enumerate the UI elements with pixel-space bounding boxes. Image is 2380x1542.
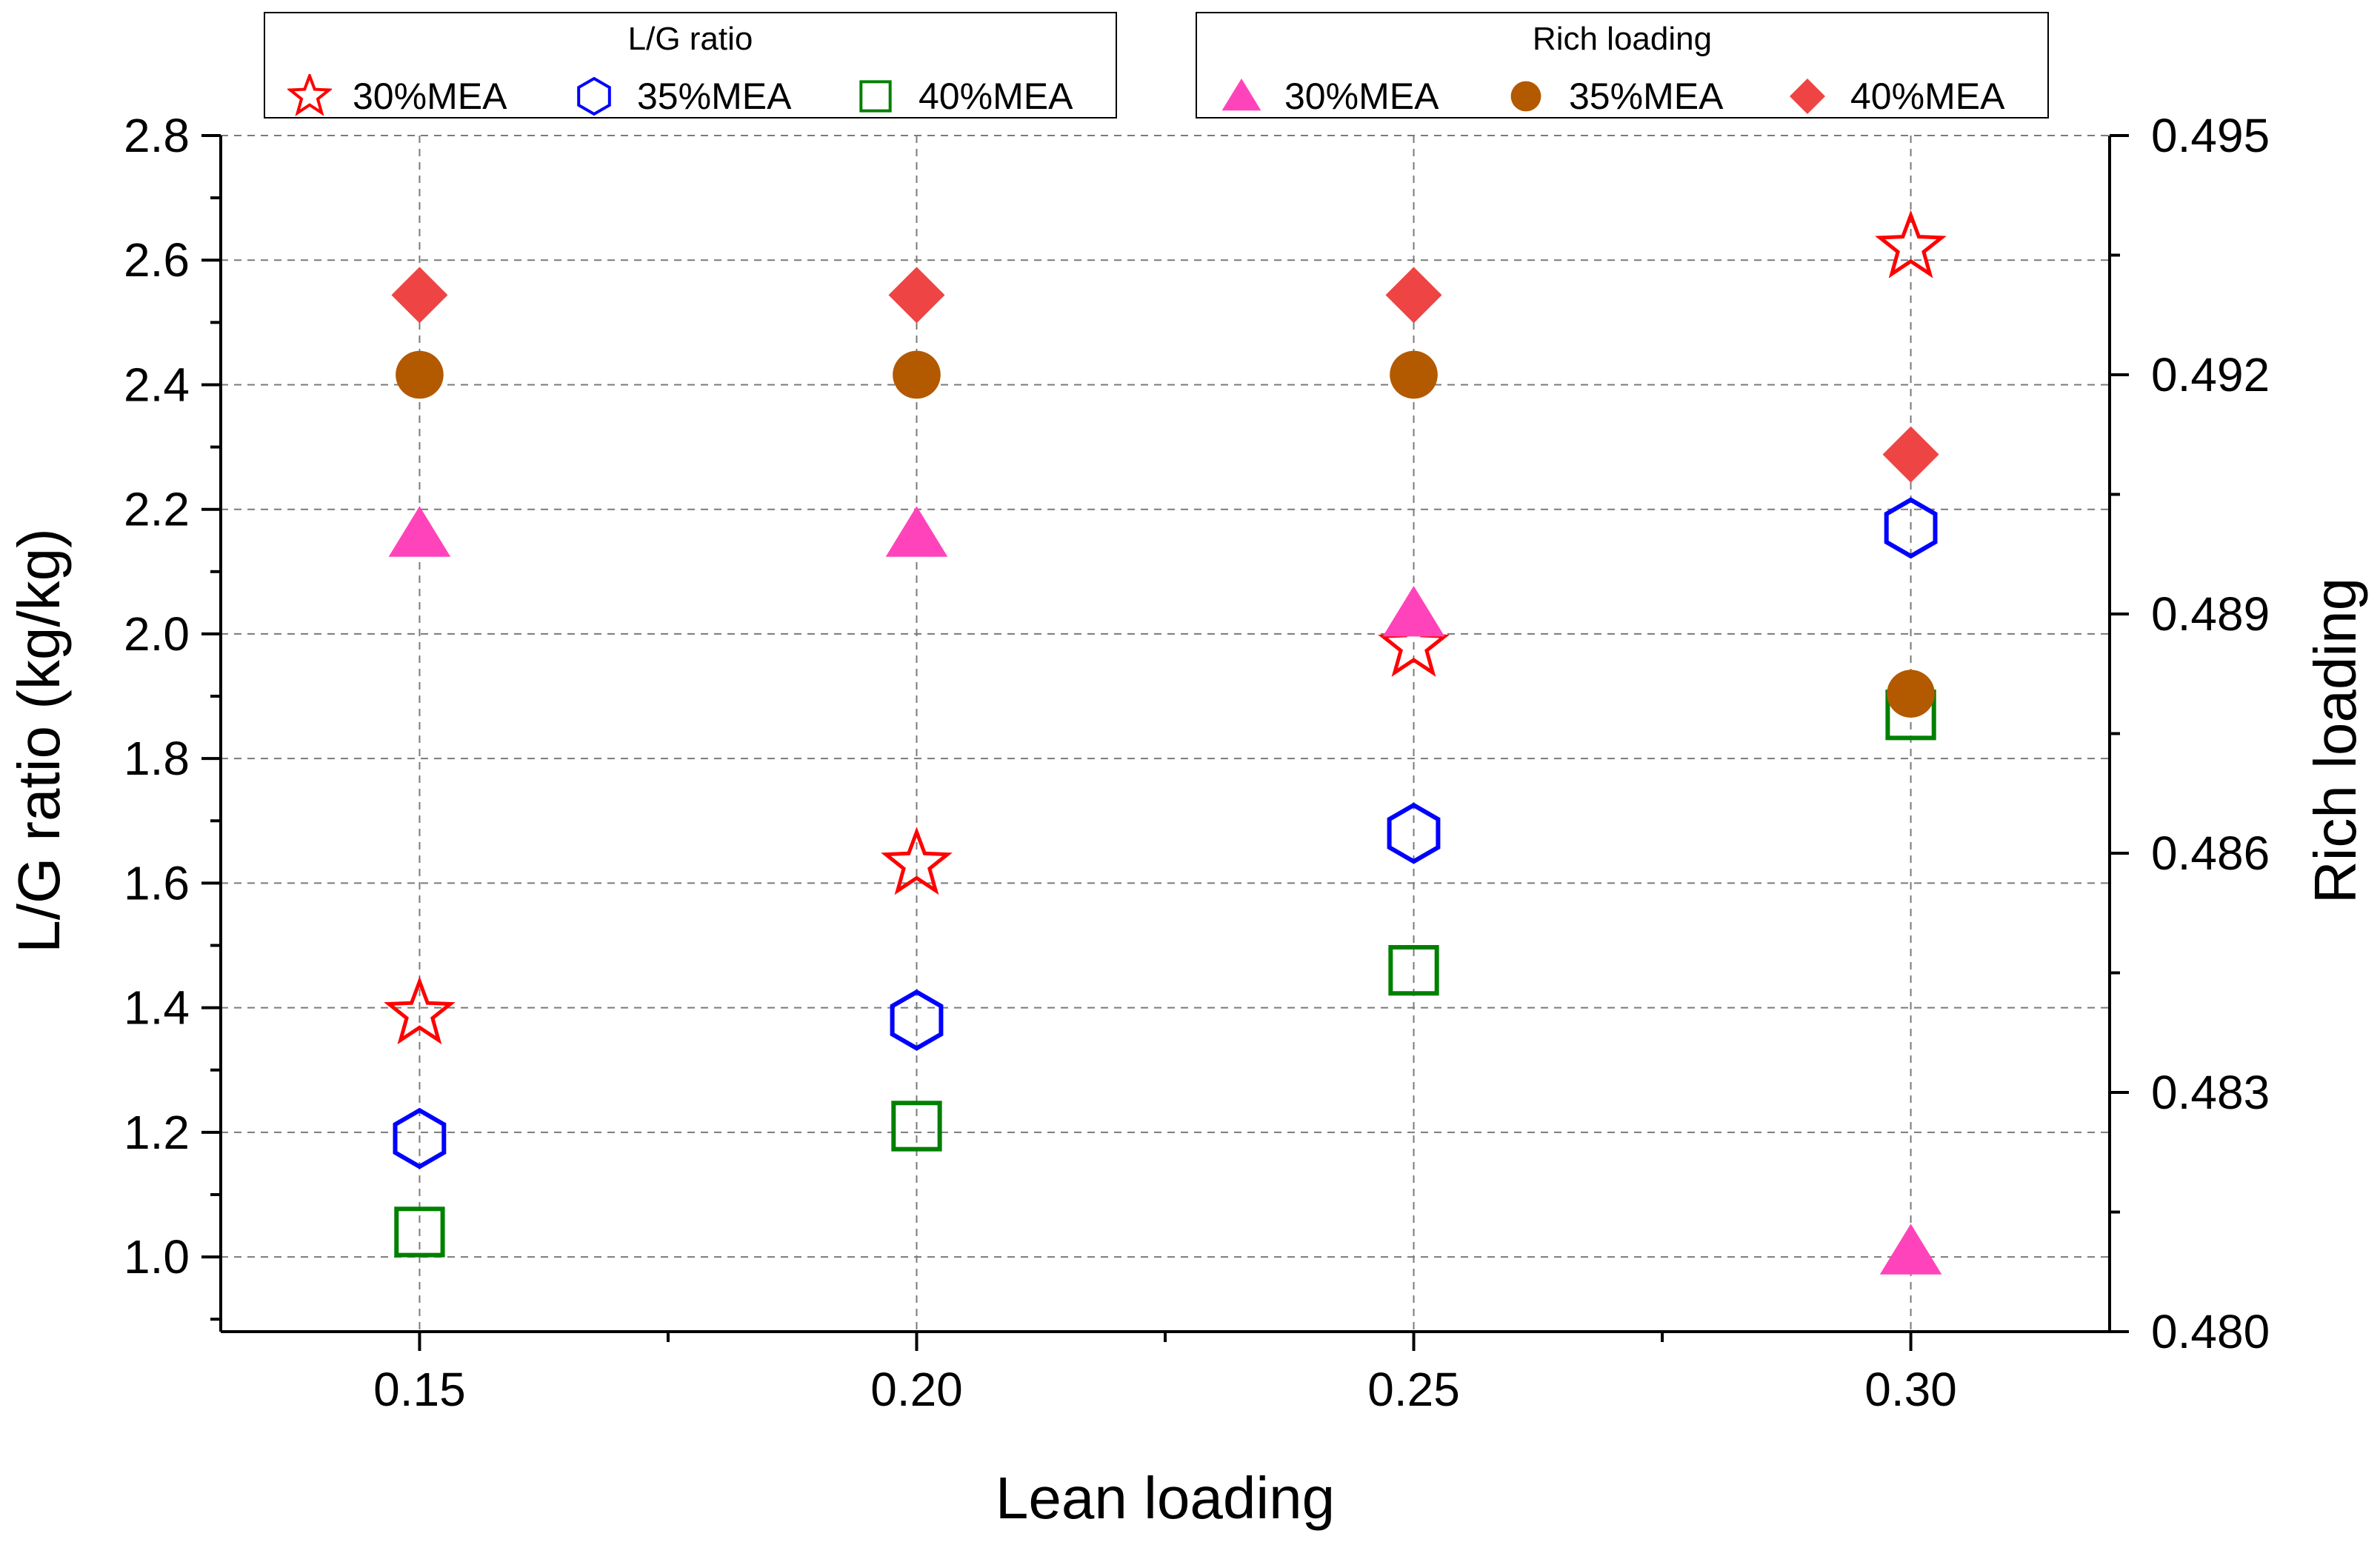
data-point-hexagon-open-series-1 bbox=[393, 1107, 447, 1169]
y-tick-label: 1.2 bbox=[124, 1106, 190, 1159]
legend-lg-35-label: 35%MEA bbox=[637, 76, 792, 117]
y-tick-label: 2.6 bbox=[124, 233, 190, 287]
data-point-hexagon-open-series-1 bbox=[890, 989, 944, 1051]
legend-lg-30-label: 30%MEA bbox=[353, 76, 507, 117]
legend-lg-40-entry: 40%MEA bbox=[853, 74, 1073, 119]
data-marks bbox=[384, 210, 1947, 1275]
legend-rich-35-entry: 35%MEA bbox=[1504, 74, 1723, 119]
y2-tick-label: 0.489 bbox=[2151, 587, 2270, 641]
legend-rich-loading-title: Rich loading bbox=[1532, 21, 1713, 57]
triangle-marker-icon bbox=[1221, 79, 1261, 111]
legend-symbol bbox=[1510, 81, 1541, 112]
data-point-circle-series-4 bbox=[893, 350, 941, 399]
circle-marker-icon bbox=[1510, 81, 1541, 112]
y-tick-label: 2.0 bbox=[124, 607, 190, 661]
y-tick-label: 2.8 bbox=[124, 109, 190, 162]
y2-tick-label: 0.483 bbox=[2151, 1066, 2270, 1119]
legend-symbol bbox=[577, 76, 611, 116]
y-tick-label: 1.4 bbox=[124, 981, 190, 1035]
y-axis-label: L/G ratio (kg/kg) bbox=[6, 528, 72, 953]
legend-lg-35-entry: 35%MEA bbox=[572, 74, 791, 119]
legend-lg-ratio: L/G ratio 30%MEA 35%MEA 40%MEA bbox=[264, 12, 1117, 119]
hexagon-marker-icon bbox=[577, 76, 611, 116]
legend-rich-40-label: 40%MEA bbox=[1850, 76, 2005, 117]
data-point-square-open-series-2 bbox=[1388, 944, 1439, 996]
x-tick-label: 0.15 bbox=[373, 1363, 466, 1416]
data-point-diamond-series-5 bbox=[888, 267, 945, 324]
legend-symbol bbox=[287, 74, 332, 116]
data-point-triangle-series-3 bbox=[388, 506, 451, 557]
y-tick-label: 1.6 bbox=[124, 856, 190, 909]
x-tick-label: 0.25 bbox=[1367, 1363, 1460, 1416]
x-tick-label: 0.30 bbox=[1864, 1363, 1957, 1416]
data-point-square-open-series-2 bbox=[394, 1206, 445, 1258]
data-point-star-open-series-0 bbox=[384, 976, 456, 1045]
legend-lg-40-label: 40%MEA bbox=[919, 76, 1073, 117]
data-point-triangle-series-3 bbox=[885, 506, 948, 557]
legend-lg-30-entry: 30%MEA bbox=[287, 74, 507, 119]
x-tick-label: 0.20 bbox=[870, 1363, 963, 1416]
y-tick-label: 2.4 bbox=[124, 358, 190, 411]
square-marker-icon bbox=[859, 80, 892, 113]
y-tick-label: 1.0 bbox=[124, 1230, 190, 1284]
data-point-star-open-series-0 bbox=[881, 827, 953, 895]
data-point-triangle-series-3 bbox=[1382, 586, 1445, 637]
y-tick-label: 2.2 bbox=[124, 483, 190, 536]
legend-symbol bbox=[1221, 79, 1261, 111]
x-axis-label: Lean loading bbox=[996, 1465, 1335, 1531]
data-point-square-open-series-2 bbox=[891, 1101, 942, 1152]
y2-axis-label: Rich loading bbox=[2302, 578, 2368, 904]
y2-tick-label: 0.495 bbox=[2151, 109, 2270, 162]
data-point-star-open-series-0 bbox=[1875, 210, 1947, 278]
data-point-circle-series-4 bbox=[1887, 670, 1935, 718]
grid bbox=[221, 135, 2110, 1332]
data-point-diamond-series-5 bbox=[391, 267, 448, 324]
data-point-triangle-series-3 bbox=[1879, 1224, 1942, 1275]
legend-rich-35-label: 35%MEA bbox=[1569, 76, 1724, 117]
data-point-diamond-series-5 bbox=[1385, 267, 1442, 324]
y2-tick-label: 0.480 bbox=[2151, 1305, 2270, 1358]
data-point-diamond-series-5 bbox=[1882, 426, 1939, 483]
legend-symbol bbox=[859, 80, 892, 113]
legend-rich-40-entry: 40%MEA bbox=[1785, 74, 2004, 119]
data-point-circle-series-4 bbox=[1390, 350, 1438, 399]
legend-symbol bbox=[1790, 79, 1825, 114]
legend-rich-loading: Rich loading 30%MEA 35%MEA 40%MEA bbox=[1196, 12, 2049, 119]
data-point-circle-series-4 bbox=[396, 350, 444, 399]
legend-rich-30-entry: 30%MEA bbox=[1219, 74, 1439, 119]
y2-tick-label: 0.492 bbox=[2151, 348, 2270, 401]
data-point-hexagon-open-series-1 bbox=[1387, 802, 1441, 864]
y-tick-label: 1.8 bbox=[124, 732, 190, 785]
data-point-hexagon-open-series-1 bbox=[1884, 497, 1938, 559]
y2-tick-label: 0.486 bbox=[2151, 827, 2270, 880]
legend-lg-ratio-title: L/G ratio bbox=[627, 21, 753, 57]
legend-rich-30-label: 30%MEA bbox=[1284, 76, 1439, 117]
star-marker-icon bbox=[287, 74, 332, 116]
axes: 1.0 1.2 1.4 1.6 1.8 2.0 2.2 2.4 2.6 2.8 0.480 0.483… bbox=[124, 109, 2270, 1416]
diamond-marker-icon bbox=[1790, 79, 1825, 114]
